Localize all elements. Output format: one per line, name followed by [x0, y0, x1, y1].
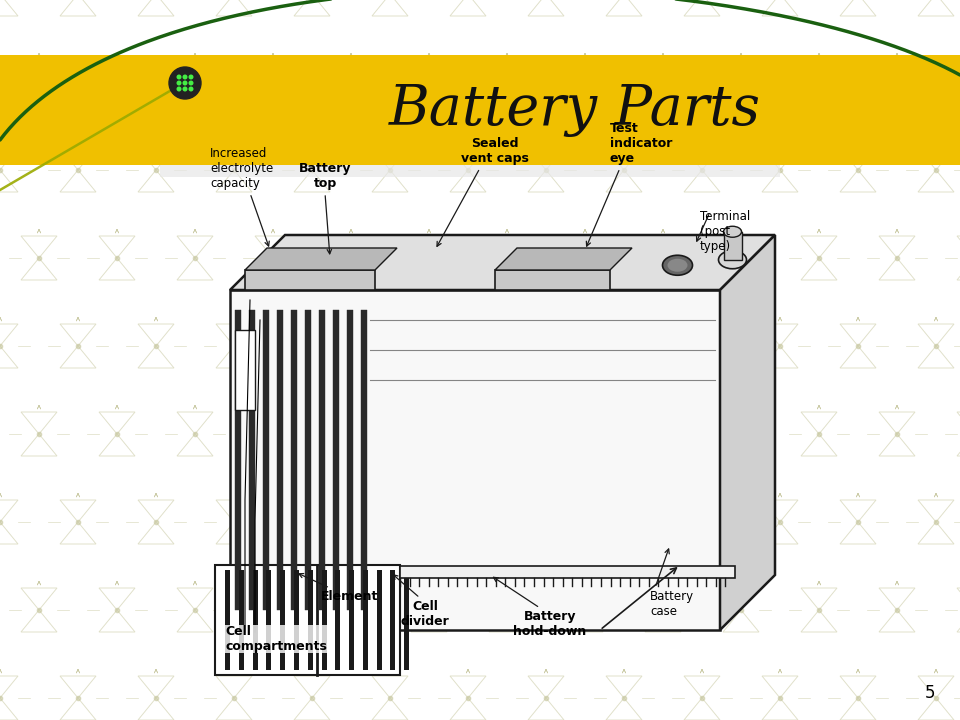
- Bar: [245, 270, 375, 290]
- Bar: [239, 570, 244, 670]
- Polygon shape: [720, 235, 775, 630]
- Polygon shape: [495, 248, 632, 270]
- Ellipse shape: [662, 256, 692, 275]
- Circle shape: [182, 86, 187, 91]
- Bar: [280, 570, 285, 670]
- Polygon shape: [230, 235, 775, 290]
- Bar: [400, 566, 735, 578]
- Bar: [335, 570, 340, 670]
- Bar: [263, 310, 269, 610]
- Text: Test
indicator
eye: Test indicator eye: [610, 122, 672, 165]
- Bar: [294, 570, 299, 670]
- Text: Element: Element: [322, 590, 378, 603]
- Circle shape: [188, 81, 194, 86]
- Bar: [724, 232, 741, 260]
- Text: Battery
hold-down: Battery hold-down: [514, 610, 587, 638]
- Text: Increased
electrolyte
capacity: Increased electrolyte capacity: [210, 147, 274, 190]
- Bar: [266, 570, 272, 670]
- Bar: [404, 570, 409, 670]
- Bar: [361, 310, 367, 610]
- Circle shape: [188, 74, 194, 79]
- Bar: [376, 570, 382, 670]
- Bar: [322, 570, 326, 670]
- Bar: [249, 310, 255, 610]
- Bar: [495, 270, 610, 290]
- Bar: [349, 570, 354, 670]
- Bar: [230, 290, 720, 630]
- Bar: [252, 570, 257, 670]
- Text: Battery
case: Battery case: [650, 590, 694, 618]
- Ellipse shape: [724, 226, 741, 238]
- Circle shape: [169, 67, 201, 99]
- Bar: [235, 330, 255, 410]
- Circle shape: [188, 86, 194, 91]
- Bar: [347, 310, 353, 610]
- Bar: [225, 570, 230, 670]
- Circle shape: [182, 74, 187, 79]
- Bar: [363, 570, 368, 670]
- Bar: [277, 310, 283, 610]
- Text: Battery Parts: Battery Parts: [389, 83, 761, 138]
- Ellipse shape: [718, 251, 747, 269]
- Text: Cell
compartments: Cell compartments: [225, 625, 326, 653]
- Bar: [391, 570, 396, 670]
- Circle shape: [177, 86, 181, 91]
- Bar: [319, 310, 325, 610]
- Text: Terminal
(post
type): Terminal (post type): [700, 210, 751, 253]
- Bar: [0, 55, 960, 165]
- Text: Cell
divider: Cell divider: [400, 600, 449, 628]
- Bar: [291, 310, 297, 610]
- Circle shape: [177, 74, 181, 79]
- Bar: [333, 310, 339, 610]
- Circle shape: [182, 81, 187, 86]
- Text: Sealed
vent caps: Sealed vent caps: [461, 137, 529, 165]
- Polygon shape: [245, 248, 397, 270]
- Bar: [305, 310, 311, 610]
- Bar: [160, 165, 780, 177]
- Circle shape: [177, 81, 181, 86]
- Text: Battery
top: Battery top: [299, 162, 351, 190]
- Bar: [308, 570, 313, 670]
- Bar: [235, 310, 241, 610]
- Bar: [215, 565, 400, 675]
- Ellipse shape: [667, 258, 687, 271]
- Text: 5: 5: [924, 684, 935, 702]
